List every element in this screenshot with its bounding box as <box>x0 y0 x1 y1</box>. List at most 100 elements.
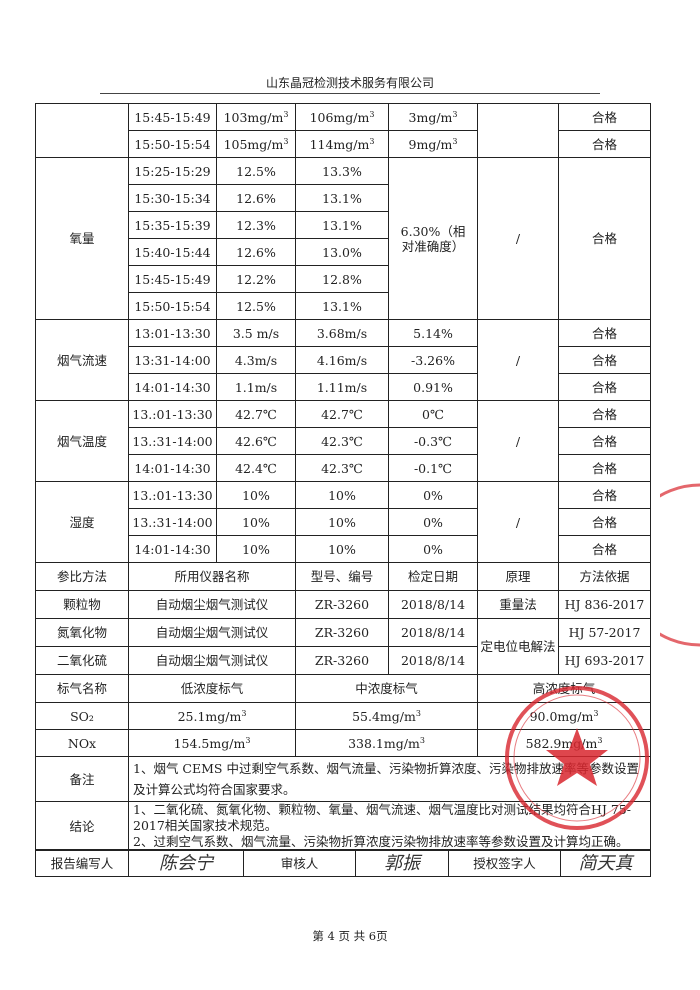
header-cell: 检定日期 <box>388 562 478 591</box>
remarks-table: 备注 1、烟气 CEMS 中过剩空气系数、烟气流量、污染物折算浓度、污染物排放速… <box>35 756 651 851</box>
instrument: 自动烟尘烟气测试仪 <box>128 590 296 619</box>
time-range: 15:25-15:29 <box>128 157 217 185</box>
header-cell: 低浓度标气 <box>128 674 296 703</box>
time-range: 15:30-15:34 <box>128 184 217 212</box>
header-cell: 标气名称 <box>35 674 129 703</box>
header-cell: 原理 <box>477 562 559 591</box>
conclusion-line-2: 2、过剩空气系数、烟气流量、污染物折算浓度污染物排放速率等参数设置及计算均正确。 <box>133 834 629 849</box>
parameter-label: 湿度 <box>35 481 129 563</box>
author-label: 报告编写人 <box>35 849 129 877</box>
standard-gas-header-row: 标气名称 低浓度标气 中浓度标气 高浓度标气 <box>35 674 651 703</box>
table-row: 15:50-15:54 12.5% 13.1% <box>36 292 651 320</box>
cems-value: 42.4℃ <box>216 454 296 482</box>
result: 合格 <box>558 508 651 536</box>
author-signature: 陈会宁 <box>128 849 244 877</box>
time-range: 14:01-14:30 <box>128 535 217 563</box>
high-conc: 90.0mg/m3 <box>477 702 651 730</box>
measurement-table: 15:45-15:49 103mg/m3 106mg/m3 3mg/m3 合格 15:50… <box>35 103 651 563</box>
table-row: SO₂ 25.1mg/m3 55.4mg/m3 90.0mg/m3 <box>35 702 651 730</box>
reference-value: 4.16m/s <box>295 346 389 374</box>
table-row: 颗粒物 自动烟尘烟气测试仪 ZR-3260 2018/8/14 重量法 HJ 8… <box>35 590 651 619</box>
difference-value: 0℃ <box>388 400 478 428</box>
low-conc: 25.1mg/m3 <box>128 702 296 730</box>
cems-value: 42.7℃ <box>216 400 296 428</box>
conclusion-row: 结论 1、二氧化硫、氮氧化物、颗粒物、氧量、烟气流速、烟气温度比对测试结果均符合… <box>35 801 651 851</box>
header-divider <box>100 93 600 94</box>
pollutant: 二氧化硫 <box>35 646 129 675</box>
reference-value: 106mg/m3 <box>295 103 389 131</box>
difference-value: 0% <box>388 508 478 536</box>
difference-value: 5.14% <box>388 319 478 347</box>
mid-conc: 55.4mg/m3 <box>295 702 478 730</box>
reference-value: 114mg/m3 <box>295 130 389 158</box>
reference-value: 42.7℃ <box>295 400 389 428</box>
table-row: 氮氧化物 自动烟尘烟气测试仪 ZR-3260 2018/8/14 定电位电解法 … <box>35 618 651 675</box>
calibration-date: 2018/8/14 <box>388 618 478 647</box>
result: 合格 <box>558 400 651 428</box>
company-header: 山东晶冠检测技术服务有限公司 <box>265 76 434 90</box>
cems-value: 12.5% <box>216 157 296 185</box>
table-row: 15:40-15:44 12.6% 13.0% <box>36 238 651 266</box>
high-conc: 582.9mg/m3 <box>477 729 651 757</box>
criterion: / <box>477 400 559 482</box>
reference-value: 13.1% <box>295 184 389 212</box>
time-range: 13:01-13:30 <box>128 319 217 347</box>
reference-value: 10% <box>295 535 389 563</box>
principle: 重量法 <box>477 590 559 619</box>
cems-value: 10% <box>216 508 296 536</box>
standard: HJ 836-2017 <box>558 590 651 619</box>
table-row: 15:45-15:49 103mg/m3 106mg/m3 3mg/m3 合格 <box>35 103 651 158</box>
cems-value: 105mg/m3 <box>216 130 296 158</box>
model: ZR-3260 <box>295 646 389 675</box>
reviewer-signature: 郭振 <box>355 849 449 877</box>
remarks-row: 备注 1、烟气 CEMS 中过剩空气系数、烟气流量、污染物折算浓度、污染物排放速… <box>35 756 651 802</box>
approver-signature: 简天真 <box>560 849 651 877</box>
standard: HJ 57-2017 <box>558 618 651 647</box>
time-range: 15:45-15:49 <box>128 265 217 293</box>
parameter-label: 烟气温度 <box>35 400 129 482</box>
reference-value: 3.68m/s <box>295 319 389 347</box>
table-row: 14:01-14:30 10% 10% 0% 合格 <box>36 535 651 563</box>
parameter-label <box>35 103 129 158</box>
model: ZR-3260 <box>295 618 389 647</box>
cems-value: 42.6℃ <box>216 427 296 455</box>
table-row: 14:01-14:30 42.4℃ 42.3℃ -0.1℃ 合格 <box>36 454 651 482</box>
time-range: 13.:01-13:30 <box>128 400 217 428</box>
difference-value: -3.26% <box>388 346 478 374</box>
table-row: 氧量 15:25-15:29 12.5% 13.3% 6.30%（相对准确度） / 合格 <box>35 157 651 320</box>
table-row: 15:50-15:54 105mg/m3 114mg/m3 9mg/m3 合格 <box>36 130 651 158</box>
time-range: 13.:31-14:00 <box>128 508 217 536</box>
header-cell: 方法依据 <box>558 562 651 591</box>
cems-value: 4.3m/s <box>216 346 296 374</box>
result: 合格 <box>558 130 651 158</box>
calibration-date: 2018/8/14 <box>388 646 478 675</box>
header-cell: 参比方法 <box>35 562 129 591</box>
table-row: NOx 154.5mg/m3 338.1mg/m3 582.9mg/m3 <box>35 729 651 757</box>
model: ZR-3260 <box>295 590 389 619</box>
instrument: 自动烟尘烟气测试仪 <box>128 646 296 675</box>
table-row: 13.:31-14:00 10% 10% 0% 合格 <box>36 508 651 536</box>
criterion: / <box>477 157 559 320</box>
standard: HJ 693-2017 <box>558 646 651 675</box>
table-row: 烟气温度 13.:01-13:30 42.7℃ 42.7℃ 0℃ / 合格 <box>35 400 651 482</box>
signature-row: 报告编写人 陈会宁 审核人 郭振 授权签字人 简天真 <box>35 849 651 877</box>
instrument: 自动烟尘烟气测试仪 <box>128 618 296 647</box>
cems-value: 12.3% <box>216 211 296 239</box>
reference-value: 13.0% <box>295 238 389 266</box>
parameter-label: 烟气流速 <box>35 319 129 401</box>
cems-value: 10% <box>216 481 296 509</box>
time-range: 15:50-15:54 <box>128 292 217 320</box>
result: 合格 <box>558 157 651 320</box>
relative-accuracy: 6.30%（相对准确度） <box>388 157 478 320</box>
time-range: 14:01-14:30 <box>128 373 217 401</box>
difference-value: 3mg/m3 <box>388 103 478 131</box>
difference-value: 0.91% <box>388 373 478 401</box>
reference-value: 13.1% <box>295 292 389 320</box>
table-row: 二氧化硫 自动烟尘烟气测试仪 ZR-3260 2018/8/14 HJ 693-… <box>35 646 651 675</box>
result: 合格 <box>558 481 651 509</box>
cems-value: 103mg/m3 <box>216 103 296 131</box>
table-row: 15:35-15:39 12.3% 13.1% <box>36 211 651 239</box>
time-range: 14:01-14:30 <box>128 454 217 482</box>
parameter-label: 氧量 <box>35 157 129 320</box>
reference-value: 13.3% <box>295 157 389 185</box>
